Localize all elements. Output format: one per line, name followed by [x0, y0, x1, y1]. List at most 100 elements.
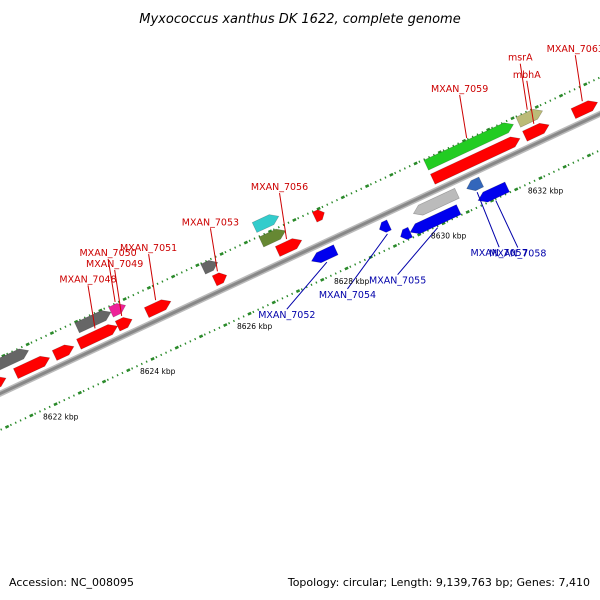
accession-text: Accession: NC_008095 — [9, 576, 134, 589]
gene-arrow — [200, 260, 219, 275]
tick-above — [331, 201, 334, 204]
tick-above — [306, 212, 309, 215]
gene-leader — [148, 254, 157, 301]
tick-above — [476, 133, 479, 136]
gene-arrow — [274, 238, 303, 257]
tick-above — [243, 240, 249, 245]
tick-above — [500, 122, 503, 125]
tick-above — [403, 167, 406, 170]
tick-below — [582, 157, 585, 160]
gene-label: MXAN_7050 — [79, 248, 136, 259]
tick-below — [315, 281, 318, 284]
tick-above — [486, 127, 491, 132]
tick-below — [572, 161, 575, 164]
tick-below — [489, 198, 495, 203]
tick-above — [253, 237, 256, 240]
tick-above — [238, 244, 241, 247]
gene-leader — [209, 228, 218, 272]
tick-below — [194, 337, 197, 341]
tick-above — [146, 285, 152, 290]
tick-below — [121, 371, 124, 375]
gene-leader — [495, 200, 519, 248]
tick-below — [77, 390, 83, 395]
tick-above — [554, 97, 557, 100]
tick-above — [15, 348, 18, 351]
tick-below — [165, 351, 168, 354]
scale-label: 8624 kbp — [140, 367, 176, 376]
tick-above — [166, 278, 169, 281]
tick-above — [573, 88, 576, 91]
tick-below — [223, 323, 228, 327]
tick-above — [93, 311, 96, 315]
tick-above — [25, 342, 30, 347]
tick-above — [195, 263, 200, 268]
tick-below — [325, 276, 328, 280]
gene-arrow — [211, 272, 228, 287]
tick-below — [232, 319, 235, 323]
tick-below — [0, 428, 3, 431]
tick-above — [340, 195, 346, 200]
tick-below — [329, 274, 332, 277]
tick-above — [185, 269, 188, 272]
tick-above — [64, 325, 67, 328]
tick-below — [383, 249, 386, 253]
tick-below — [504, 193, 507, 196]
tick-above — [137, 291, 140, 294]
tick-below — [58, 401, 61, 404]
tick-below — [4, 424, 10, 429]
tick-below — [388, 247, 391, 250]
tick-below — [14, 421, 17, 424]
tick-below — [97, 383, 100, 386]
tick-below — [392, 243, 398, 248]
tick-above — [311, 210, 314, 213]
tick-below — [155, 355, 158, 359]
tick-below — [29, 413, 34, 418]
tick-above — [88, 314, 91, 317]
gene-arrow — [412, 187, 460, 216]
tick-above — [350, 192, 353, 195]
tick-above — [316, 206, 321, 211]
tick-below — [68, 396, 71, 400]
tick-below — [518, 186, 522, 189]
tick-above — [452, 144, 455, 148]
tick-above — [30, 341, 33, 344]
tick-below — [189, 340, 192, 343]
gene-arrow — [379, 219, 392, 233]
gene-arrow — [423, 122, 514, 171]
gene-arrow — [515, 108, 544, 128]
tick-below — [34, 412, 37, 415]
tick-below — [48, 405, 51, 409]
tick-above — [505, 119, 508, 123]
tick-above — [224, 250, 227, 254]
tick-above — [418, 160, 421, 163]
tick-above — [302, 214, 305, 218]
gene-leader — [519, 63, 528, 110]
tick-above — [11, 350, 14, 353]
tick-below — [552, 170, 555, 173]
gene-leader — [574, 55, 583, 102]
tick-above — [277, 226, 280, 229]
tick-above — [432, 153, 435, 157]
tick-below — [320, 277, 325, 282]
tick-below — [373, 254, 376, 257]
tick-below — [363, 258, 366, 262]
tick-below — [184, 342, 187, 345]
tick-below — [470, 209, 473, 212]
tick-above — [437, 150, 443, 155]
tick-above — [447, 146, 450, 150]
gene-leader — [397, 227, 439, 275]
tick-below — [514, 187, 519, 192]
gene-leader — [107, 258, 116, 302]
tick-below — [63, 398, 66, 402]
tick-below — [533, 179, 536, 182]
gene-leader — [476, 191, 500, 248]
tick-above — [394, 171, 397, 175]
tick-below — [101, 379, 107, 384]
scale-label: 8622 kbp — [43, 412, 79, 421]
gene-label: MXAN_7056 — [251, 182, 308, 193]
scale-label: 8632 kbp — [528, 186, 564, 195]
tick-above — [234, 246, 237, 249]
tick-below — [436, 224, 439, 228]
tick-below — [291, 292, 294, 296]
